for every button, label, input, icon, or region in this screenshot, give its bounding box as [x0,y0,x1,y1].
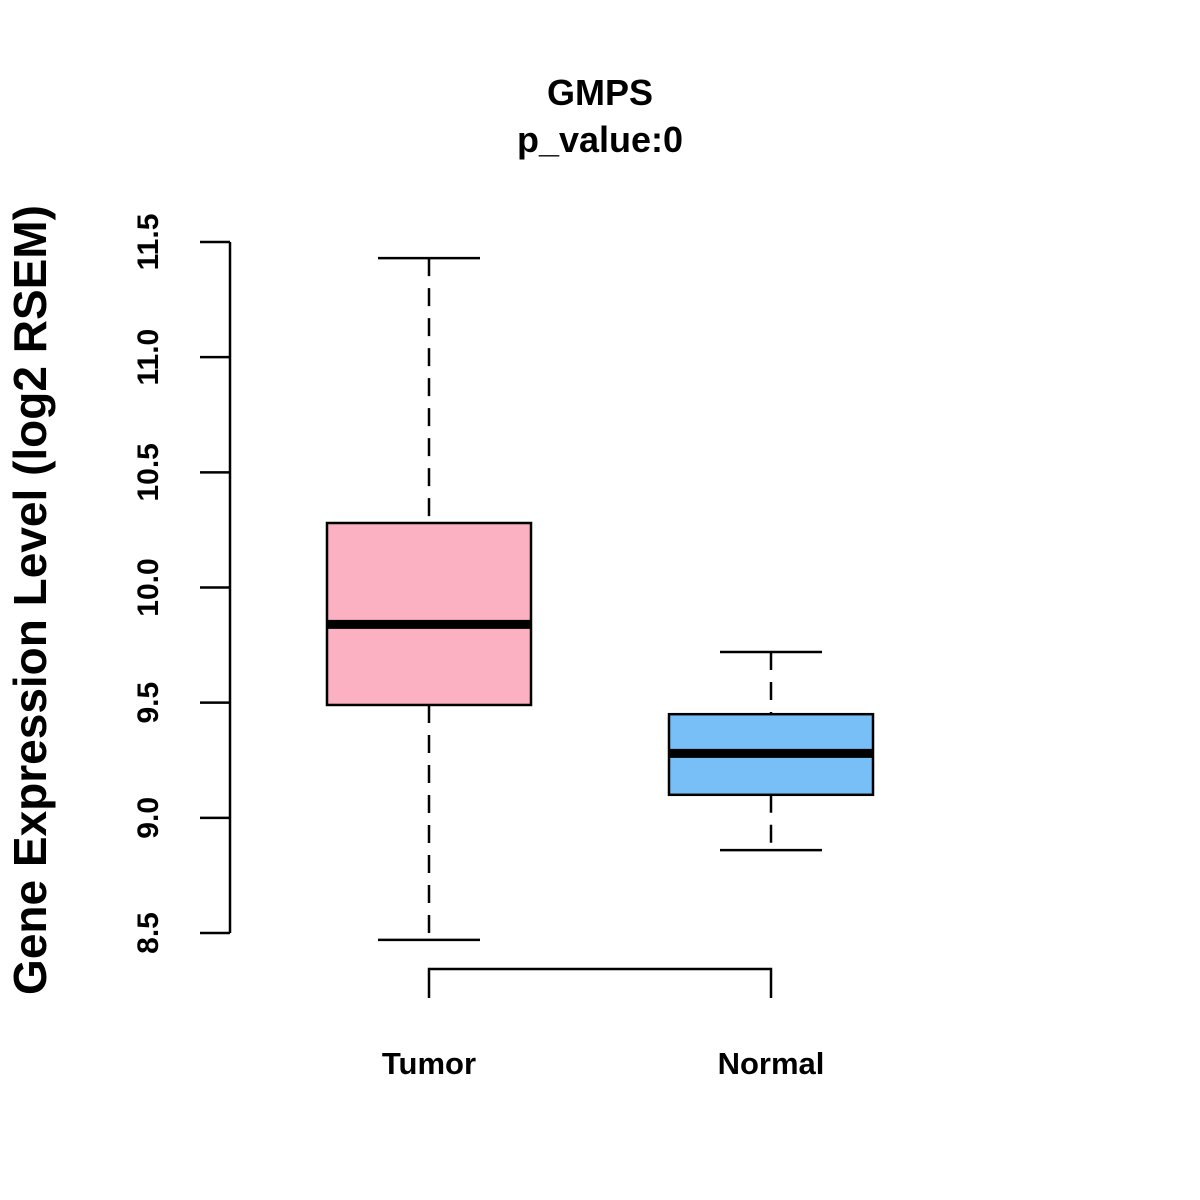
comparison-bracket [427,967,773,998]
y-tick-label: 10.5 [132,443,165,501]
y-tick-label: 10.0 [132,558,165,616]
chart-subtitle: p_value:0 [517,119,683,160]
x-axis-labels: Tumor Normal [382,1046,824,1081]
iqr-box-tumor [325,521,533,707]
x-label-normal: Normal [718,1046,825,1081]
x-label-tumor: Tumor [382,1046,476,1081]
y-tick-label: 11.5 [132,214,165,271]
box-normal [667,650,875,852]
y-tick-label: 11.0 [132,329,165,386]
comparison-bracket-line [427,967,773,998]
boxes-layer [325,256,875,942]
chart-title: GMPS [547,72,653,113]
y-axis-label: Gene Expression Level (log2 RSEM) [4,205,56,995]
y-axis: 8.5 9.0 9.5 10.0 10.5 11.0 11.5 [132,214,232,954]
box-tumor [325,256,533,942]
y-tick-label: 9.5 [132,682,165,724]
y-tick-label: 8.5 [132,912,165,954]
y-tick-label: 9.0 [132,797,165,839]
